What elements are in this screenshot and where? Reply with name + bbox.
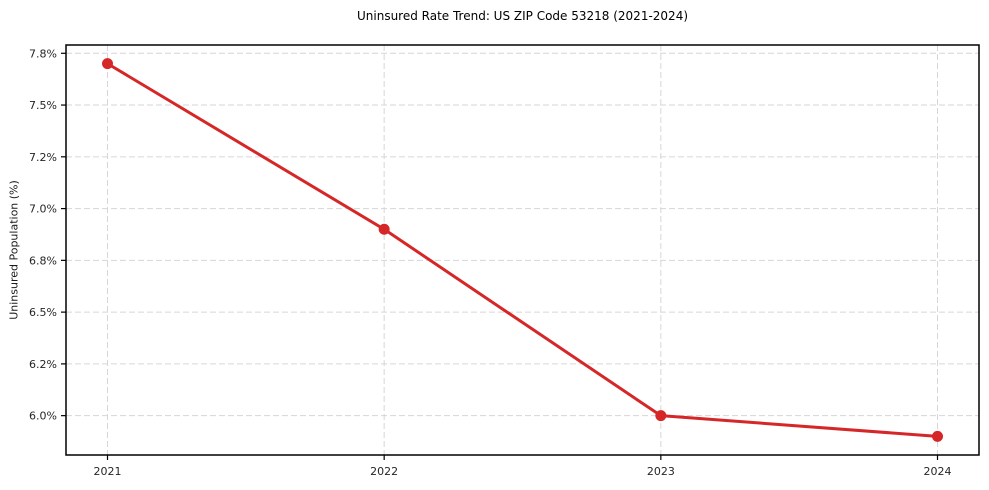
x-tick-label: 2022 [370,465,398,478]
data-point-marker [655,410,667,422]
y-tick-label: 6.8% [29,254,57,267]
data-point-marker [378,223,390,235]
y-tick-label: 6.0% [29,410,57,423]
x-tick-label: 2024 [924,465,952,478]
y-tick-label: 6.5% [29,306,57,319]
x-tick-label: 2021 [94,465,122,478]
x-tick-label: 2023 [647,465,675,478]
y-tick-label: 7.5% [29,99,57,112]
y-tick-label: 6.2% [29,358,57,371]
y-tick-label: 7.8% [29,47,57,60]
data-point-marker [102,58,113,70]
trend-line [106,62,939,438]
y-axis-label: Uninsured Population (%) [7,180,21,320]
y-tick-label: 7.2% [29,151,57,164]
axes-spines [65,44,980,456]
y-tick-label: 7.0% [29,203,57,216]
data-point-marker [932,430,943,442]
chart-title: Uninsured Rate Trend: US ZIP Code 53218 … [356,9,689,23]
